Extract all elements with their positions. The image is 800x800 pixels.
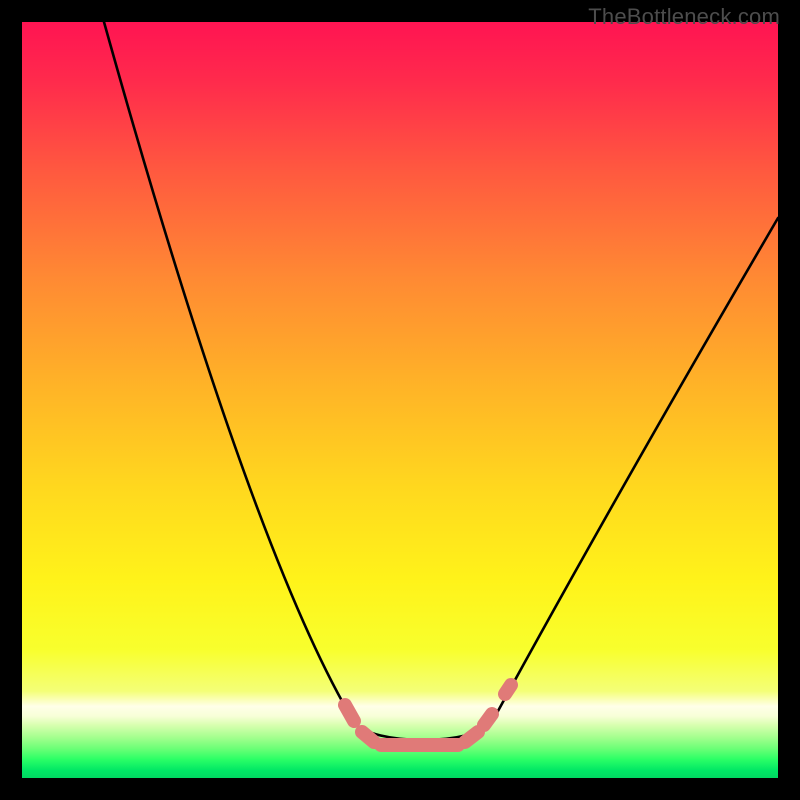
watermark-text: TheBottleneck.com <box>588 4 780 30</box>
highlight-dash <box>345 705 354 721</box>
highlight-dash <box>505 685 511 694</box>
highlight-dash <box>465 732 478 742</box>
bottleneck-curve <box>104 22 778 740</box>
highlight-dash <box>362 732 374 742</box>
chart-plot-area <box>22 22 778 778</box>
optimal-range-highlight <box>345 685 511 745</box>
chart-svg-layer <box>22 22 778 778</box>
highlight-dash <box>484 714 492 725</box>
